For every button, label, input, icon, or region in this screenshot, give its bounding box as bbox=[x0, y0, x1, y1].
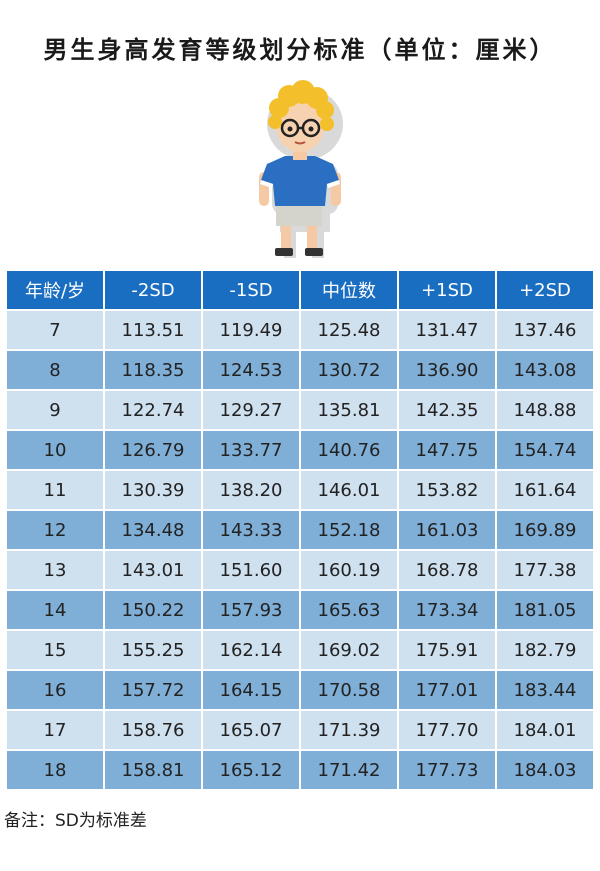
table-cell: 119.49 bbox=[203, 311, 299, 349]
table-cell: 170.58 bbox=[301, 671, 397, 709]
table-row: 12 134.48 143.33 152.18 161.03 169.89 bbox=[7, 511, 593, 549]
table-row: 14 150.22 157.93 165.63 173.34 181.05 bbox=[7, 591, 593, 629]
table-header-row: 年龄/岁 -2SD -1SD 中位数 +1SD +2SD bbox=[7, 271, 593, 309]
table-cell: 182.79 bbox=[497, 631, 593, 669]
table-cell: 165.12 bbox=[203, 751, 299, 789]
table-row: 18 158.81 165.12 171.42 177.73 184.03 bbox=[7, 751, 593, 789]
table-cell: 148.88 bbox=[497, 391, 593, 429]
table-cell: 13 bbox=[7, 551, 103, 589]
table-cell: 158.76 bbox=[105, 711, 201, 749]
table-cell: 165.07 bbox=[203, 711, 299, 749]
table-cell: 154.74 bbox=[497, 431, 593, 469]
column-header-plus-2sd: +2SD bbox=[497, 271, 593, 309]
page-title: 男生身高发育等级划分标准（单位：厘米） bbox=[43, 36, 557, 64]
table-cell: 143.01 bbox=[105, 551, 201, 589]
table-cell: 177.73 bbox=[399, 751, 495, 789]
table-row: 10 126.79 133.77 140.76 147.75 154.74 bbox=[7, 431, 593, 469]
table-cell: 135.81 bbox=[301, 391, 397, 429]
table-cell: 169.02 bbox=[301, 631, 397, 669]
table-cell: 134.48 bbox=[105, 511, 201, 549]
table-row: 8 118.35 124.53 130.72 136.90 143.08 bbox=[7, 351, 593, 389]
table-cell: 136.90 bbox=[399, 351, 495, 389]
table-cell: 142.35 bbox=[399, 391, 495, 429]
table-cell: 158.81 bbox=[105, 751, 201, 789]
table-cell: 137.46 bbox=[497, 311, 593, 349]
table-cell: 152.18 bbox=[301, 511, 397, 549]
table-cell: 129.27 bbox=[203, 391, 299, 429]
table-cell: 162.14 bbox=[203, 631, 299, 669]
table-row: 16 157.72 164.15 170.58 177.01 183.44 bbox=[7, 671, 593, 709]
table-cell: 161.03 bbox=[399, 511, 495, 549]
footnote: 备注：SD为标准差 bbox=[4, 811, 147, 831]
table-cell: 184.03 bbox=[497, 751, 593, 789]
table-cell: 126.79 bbox=[105, 431, 201, 469]
table-cell: 155.25 bbox=[105, 631, 201, 669]
table-cell: 18 bbox=[7, 751, 103, 789]
table-cell: 171.42 bbox=[301, 751, 397, 789]
table-cell: 130.39 bbox=[105, 471, 201, 509]
table-cell: 173.34 bbox=[399, 591, 495, 629]
table-cell: 125.48 bbox=[301, 311, 397, 349]
column-header-plus-1sd: +1SD bbox=[399, 271, 495, 309]
table-cell: 143.08 bbox=[497, 351, 593, 389]
cartoon-boy-icon bbox=[259, 80, 343, 258]
table-cell: 15 bbox=[7, 631, 103, 669]
table-cell: 177.70 bbox=[399, 711, 495, 749]
table-cell: 177.01 bbox=[399, 671, 495, 709]
table-cell: 169.89 bbox=[497, 511, 593, 549]
table-row: 15 155.25 162.14 169.02 175.91 182.79 bbox=[7, 631, 593, 669]
table-cell: 11 bbox=[7, 471, 103, 509]
table-cell: 184.01 bbox=[497, 711, 593, 749]
table-cell: 165.63 bbox=[301, 591, 397, 629]
table-cell: 10 bbox=[7, 431, 103, 469]
table-cell: 8 bbox=[7, 351, 103, 389]
table-cell: 175.91 bbox=[399, 631, 495, 669]
table-cell: 131.47 bbox=[399, 311, 495, 349]
height-standard-table: 年龄/岁 -2SD -1SD 中位数 +1SD +2SD 7 113.51 11… bbox=[5, 269, 595, 791]
table-cell: 171.39 bbox=[301, 711, 397, 749]
table-row: 13 143.01 151.60 160.19 168.78 177.38 bbox=[7, 551, 593, 589]
column-header-age: 年龄/岁 bbox=[7, 271, 103, 309]
table-cell: 113.51 bbox=[105, 311, 201, 349]
table-cell: 157.72 bbox=[105, 671, 201, 709]
table-cell: 147.75 bbox=[399, 431, 495, 469]
table-cell: 160.19 bbox=[301, 551, 397, 589]
table-cell: 146.01 bbox=[301, 471, 397, 509]
table-cell: 161.64 bbox=[497, 471, 593, 509]
table-cell: 164.15 bbox=[203, 671, 299, 709]
table-cell: 7 bbox=[7, 311, 103, 349]
table-cell: 140.76 bbox=[301, 431, 397, 469]
table-row: 11 130.39 138.20 146.01 153.82 161.64 bbox=[7, 471, 593, 509]
column-header-median: 中位数 bbox=[301, 271, 397, 309]
column-header-minus-1sd: -1SD bbox=[203, 271, 299, 309]
table-cell: 16 bbox=[7, 671, 103, 709]
table-cell: 143.33 bbox=[203, 511, 299, 549]
table-cell: 118.35 bbox=[105, 351, 201, 389]
table-cell: 12 bbox=[7, 511, 103, 549]
table-cell: 17 bbox=[7, 711, 103, 749]
table-cell: 153.82 bbox=[399, 471, 495, 509]
table-cell: 124.53 bbox=[203, 351, 299, 389]
table-row: 9 122.74 129.27 135.81 142.35 148.88 bbox=[7, 391, 593, 429]
table-cell: 157.93 bbox=[203, 591, 299, 629]
table-cell: 133.77 bbox=[203, 431, 299, 469]
table-row: 17 158.76 165.07 171.39 177.70 184.01 bbox=[7, 711, 593, 749]
table-cell: 151.60 bbox=[203, 551, 299, 589]
table-cell: 122.74 bbox=[105, 391, 201, 429]
table-cell: 168.78 bbox=[399, 551, 495, 589]
table-cell: 183.44 bbox=[497, 671, 593, 709]
table-cell: 9 bbox=[7, 391, 103, 429]
table-cell: 150.22 bbox=[105, 591, 201, 629]
column-header-minus-2sd: -2SD bbox=[105, 271, 201, 309]
table-cell: 138.20 bbox=[203, 471, 299, 509]
table-cell: 14 bbox=[7, 591, 103, 629]
table-cell: 177.38 bbox=[497, 551, 593, 589]
table-row: 7 113.51 119.49 125.48 131.47 137.46 bbox=[7, 311, 593, 349]
table-cell: 181.05 bbox=[497, 591, 593, 629]
table-cell: 130.72 bbox=[301, 351, 397, 389]
